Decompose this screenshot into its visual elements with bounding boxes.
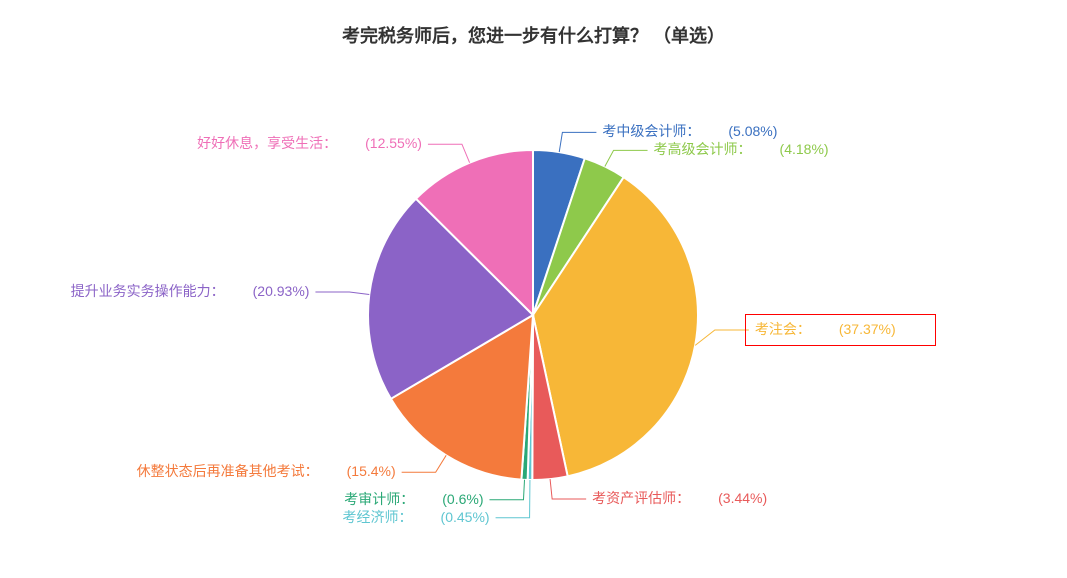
slice-label-name: 提升业务实务操作能力： [71, 284, 225, 298]
slice-label-name: 考经济师： [343, 510, 413, 524]
highlight-box [745, 314, 936, 346]
slice-label-pct: (3.44%) [718, 491, 767, 505]
leader-line [695, 330, 749, 345]
leader-line [489, 480, 524, 500]
leader-line [315, 292, 369, 294]
slice-label: 考经济师： (0.45%) [343, 510, 490, 526]
slice-label: 考中级会计师： (5.08%) [602, 124, 777, 140]
slice-label: 好好休息，享受生活： (12.55%) [197, 136, 422, 152]
slice-label-pct: (0.6%) [442, 492, 483, 506]
leader-line [428, 144, 470, 162]
slice-label-name: 考中级会计师： [602, 124, 700, 138]
slice-label-pct: (5.08%) [728, 124, 777, 138]
leader-line [559, 132, 596, 152]
slice-label-name: 考高级会计师： [654, 142, 752, 156]
slice-label-pct: (4.18%) [780, 142, 829, 156]
slice-label-pct: (0.45%) [441, 510, 490, 524]
leader-line [550, 479, 586, 499]
slice-label-name: 休整状态后再准备其他考试： [137, 464, 319, 478]
slice-label: 提升业务实务操作能力： (20.93%) [71, 284, 310, 300]
slice-label-pct: (20.93%) [253, 284, 310, 298]
slice-label: 考资产评估师： (3.44%) [592, 491, 767, 507]
slice-label-name: 好好休息，享受生活： [197, 136, 337, 150]
slice-label-name: 考资产评估师： [592, 491, 690, 505]
slice-label: 考高级会计师： (4.18%) [654, 142, 829, 158]
pie-chart: 考中级会计师：(5.08%)考高级会计师：(4.18%)考注会：(37.37%)… [0, 0, 1067, 578]
leader-line [496, 480, 530, 518]
slice-label-name: 考审计师： [344, 492, 414, 506]
leader-line [402, 455, 447, 472]
leader-line [605, 150, 648, 166]
slice-label-pct: (15.4%) [347, 464, 396, 478]
slice-label: 考审计师： (0.6%) [344, 492, 483, 508]
slice-label-pct: (12.55%) [365, 136, 422, 150]
slice-label: 休整状态后再准备其他考试： (15.4%) [137, 464, 396, 480]
